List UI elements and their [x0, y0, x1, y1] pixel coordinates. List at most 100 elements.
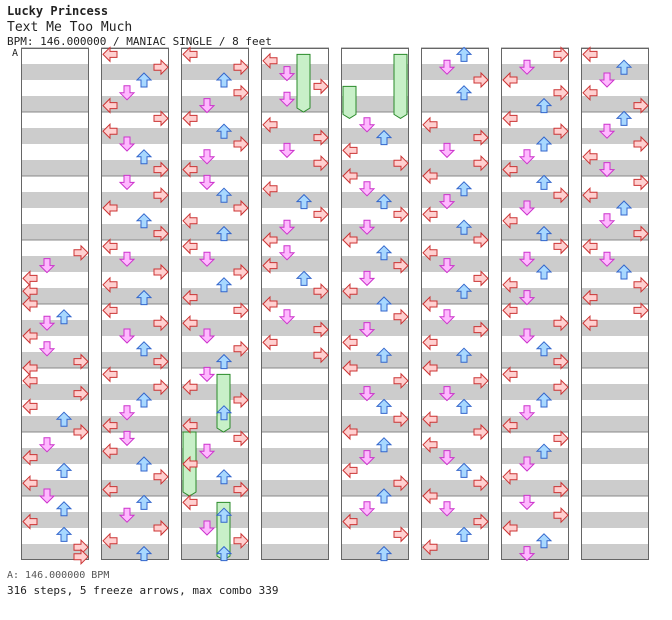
beat-stripe: [581, 320, 649, 336]
down-arrow-icon: [38, 488, 56, 504]
beat-stripe: [261, 320, 329, 336]
beat-stripe: [341, 288, 409, 304]
up-arrow-icon: [215, 507, 233, 523]
right-arrow-icon: [233, 532, 249, 550]
right-arrow-icon: [153, 353, 169, 370]
up-arrow-icon: [215, 545, 233, 562]
right-arrow-icon: [553, 506, 569, 524]
down-arrow-icon: [278, 309, 296, 325]
beat-stripe: [581, 480, 649, 496]
beat-stripe: [421, 128, 489, 144]
step-chart: [21, 46, 649, 566]
beat-stripe: [421, 416, 489, 432]
right-arrow-icon: [313, 129, 329, 146]
column-border: [341, 48, 409, 560]
left-arrow-icon: [22, 398, 38, 415]
right-arrow-icon: [553, 353, 569, 370]
beat-stripe: [581, 544, 649, 560]
right-arrow-icon: [393, 410, 409, 428]
up-arrow-icon: [455, 219, 473, 235]
beat-stripe: [421, 64, 489, 80]
up-arrow-icon: [375, 437, 393, 453]
song-title: Text Me Too Much: [7, 20, 133, 35]
column-border: [261, 48, 329, 560]
down-arrow-icon: [118, 251, 136, 267]
left-arrow-icon: [422, 487, 438, 505]
beat-stripe: [101, 256, 169, 272]
up-arrow-icon: [375, 193, 393, 210]
up-arrow-icon: [455, 85, 473, 101]
right-arrow-icon: [633, 302, 649, 319]
down-arrow-icon: [358, 181, 376, 197]
beat-stripe: [581, 192, 649, 208]
beat-stripe: [21, 448, 89, 464]
bpm-marker: A: [12, 48, 19, 59]
up-arrow-icon: [455, 181, 473, 197]
left-arrow-icon: [502, 276, 518, 294]
beat-stripe: [581, 160, 649, 176]
up-arrow-icon: [375, 545, 393, 562]
left-arrow-icon: [502, 366, 518, 383]
down-arrow-icon: [118, 136, 136, 152]
left-arrow-icon: [422, 334, 438, 351]
beat-stripe: [21, 160, 89, 176]
beat-stripe: [581, 448, 649, 464]
left-arrow-icon: [422, 206, 438, 223]
beat-stripe: [261, 128, 329, 144]
beat-stripe: [21, 352, 89, 368]
down-arrow-icon: [518, 149, 536, 165]
up-arrow-icon: [135, 545, 153, 562]
beat-stripe: [261, 512, 329, 528]
left-arrow-icon: [102, 276, 118, 294]
right-arrow-icon: [73, 244, 89, 262]
beat-stripe: [101, 512, 169, 528]
down-arrow-icon: [518, 200, 536, 216]
up-arrow-icon: [535, 225, 553, 242]
left-arrow-icon: [342, 167, 358, 185]
beat-stripe: [581, 224, 649, 240]
beat-stripe: [181, 352, 249, 368]
right-arrow-icon: [393, 308, 409, 326]
up-arrow-icon: [455, 462, 473, 478]
beat-stripe: [341, 480, 409, 496]
left-arrow-icon: [422, 436, 438, 454]
up-arrow-icon: [215, 225, 233, 242]
down-arrow-icon: [198, 98, 216, 114]
right-arrow-icon: [473, 423, 489, 441]
column-border: [501, 48, 569, 560]
up-arrow-icon: [455, 283, 473, 299]
up-arrow-icon: [535, 97, 553, 114]
right-arrow-icon: [553, 430, 569, 447]
beat-stripe: [101, 128, 169, 144]
right-arrow-icon: [153, 263, 169, 281]
beat-stripe: [501, 288, 569, 304]
up-arrow-icon: [55, 411, 73, 427]
beat-stripe: [341, 128, 409, 144]
beat-stripe: [501, 192, 569, 208]
beat-stripe: [21, 384, 89, 400]
right-arrow-icon: [393, 206, 409, 223]
up-arrow-icon: [215, 123, 233, 139]
right-arrow-icon: [473, 321, 489, 338]
beat-stripe: [421, 480, 489, 496]
down-arrow-icon: [198, 366, 216, 383]
beat-stripe: [581, 96, 649, 112]
column-border: [181, 48, 249, 560]
left-arrow-icon: [22, 372, 38, 390]
down-arrow-icon: [438, 501, 456, 517]
right-arrow-icon: [233, 430, 249, 447]
left-arrow-icon: [102, 238, 118, 255]
down-arrow-icon: [438, 142, 456, 159]
down-arrow-icon: [358, 270, 376, 287]
beat-stripe: [181, 224, 249, 240]
beat-stripe: [501, 352, 569, 368]
right-arrow-icon: [153, 161, 169, 178]
bpm-change-label: A: 146.000000 BPM: [7, 570, 110, 581]
left-arrow-icon: [502, 71, 518, 89]
left-arrow-icon: [182, 378, 198, 396]
up-arrow-icon: [375, 245, 393, 261]
right-arrow-icon: [393, 526, 409, 543]
beat-stripe: [501, 96, 569, 112]
down-arrow-icon: [358, 219, 376, 235]
right-arrow-icon: [313, 78, 329, 95]
